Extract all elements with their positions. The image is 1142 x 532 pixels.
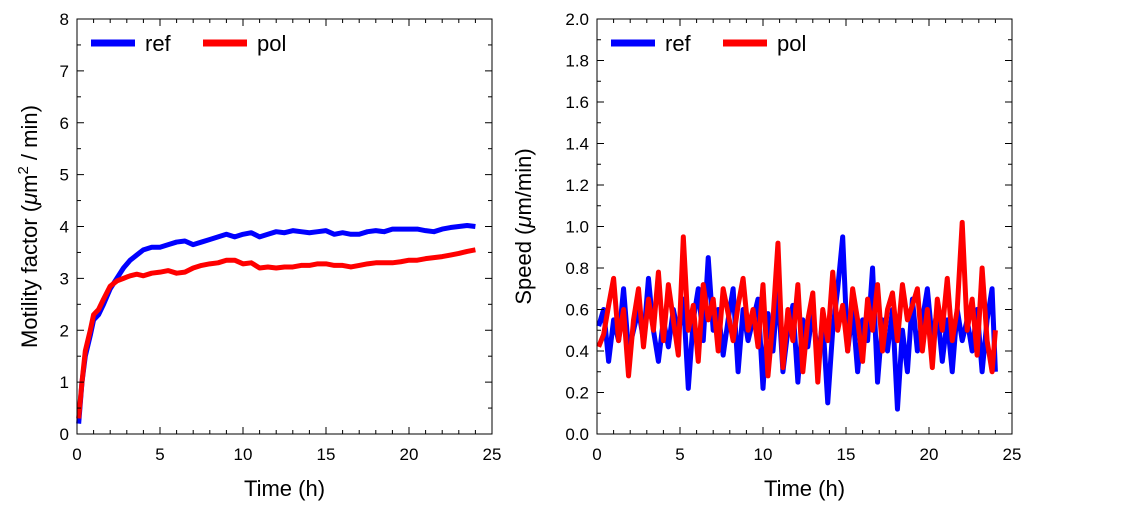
chart1-x-tick-label: 0	[72, 445, 81, 464]
chart2-series-pol-line	[596, 219, 998, 385]
chart1-y-axis-label-suffix: / min)	[17, 105, 42, 166]
chart2-y-tick-label: 1.0	[565, 218, 589, 237]
chart1-y-axis-label: Motility factor (μm2 / min)	[15, 105, 42, 348]
chart1-y-axis-label-sup: 2	[15, 166, 32, 174]
chart2-y-tick-label: 0.0	[565, 425, 589, 444]
chart2-x-tick-label: 10	[754, 445, 773, 464]
chart2-y-tick-label: 1.8	[565, 52, 589, 71]
chart1-x-axis-label: Time (h)	[244, 476, 325, 501]
chart2-y-tick-label: 1.6	[565, 93, 589, 112]
chart2-y-tick-label: 0.4	[565, 342, 589, 361]
chart1-y-tick-label: 0	[60, 425, 69, 444]
chart1-y-axis-label-unit: m	[17, 175, 42, 193]
chart2-x-tick-label: 20	[920, 445, 939, 464]
chart1-y-tick-label: 3	[60, 269, 69, 288]
chart2-y-tick-label: 0.8	[565, 259, 589, 278]
chart2-y-tick-label: 0.2	[565, 384, 589, 403]
chart1-y-tick-label: 2	[60, 321, 69, 340]
chart2-y-axis-label: Speed (μm/min)	[511, 148, 536, 304]
chart2-y-axis-label-prefix: Speed (	[511, 227, 536, 305]
chart1-y-tick-label: 1	[60, 373, 69, 392]
chart2-x-tick-label: 25	[1003, 445, 1022, 464]
chart1-x-tick-label: 5	[155, 445, 164, 464]
chart1-legend-label-pol: pol	[257, 31, 286, 56]
chart2-y-tick-label: 1.2	[565, 176, 589, 195]
chart2-x-tick-label: 5	[675, 445, 684, 464]
chart1-x-tick-label: 10	[234, 445, 253, 464]
chart2-x-tick-label: 0	[592, 445, 601, 464]
chart1-x-tick-label: 20	[400, 445, 419, 464]
chart1-plot-frame	[76, 18, 493, 435]
chart1-y-axis-label-prefix: Motility factor (	[17, 204, 42, 348]
chart2-y-tick-label: 1.4	[565, 135, 589, 154]
chart1-legend-label-ref: ref	[145, 31, 172, 56]
chart1-legend: ref pol	[91, 31, 286, 56]
chart2-x-axis-label: Time (h)	[764, 476, 845, 501]
chart1-y-tick-label: 8	[60, 10, 69, 29]
chart2-y-axis-label-unit: m/min)	[511, 148, 536, 215]
chart1-y-tick-label: 4	[60, 218, 69, 237]
chart2-y-tick-label: 0.6	[565, 301, 589, 320]
chart1-series-ref-line	[76, 222, 476, 424]
chart1: 0 5 10 15 20 25 0 1 2 3 4 5 6 7 8 Time (h) Motility fact…	[15, 10, 501, 501]
chart1-series-pol-line	[76, 247, 476, 419]
chart2-legend: ref pol	[611, 31, 806, 56]
chart1-x-tick-label: 25	[483, 445, 502, 464]
chart2: 0 5 10 15 20 25 0.0 0.2 0.4 0.6 0.8 1.0 1.2 1.4 1.6 1.8…	[511, 10, 1021, 501]
chart2-y-axis-label-mu: μ	[511, 216, 536, 229]
chart1-x-tick-label: 15	[317, 445, 336, 464]
chart2-legend-label-pol: pol	[777, 31, 806, 56]
chart2-y-tick-label: 2.0	[565, 10, 589, 29]
chart2-x-tick-label: 15	[837, 445, 856, 464]
chart1-y-tick-label: 7	[60, 62, 69, 81]
chart1-y-tick-label: 5	[60, 166, 69, 185]
chart1-y-tick-label: 6	[60, 114, 69, 133]
chart1-y-axis-label-mu: μ	[17, 193, 42, 206]
chart2-legend-label-ref: ref	[665, 31, 692, 56]
